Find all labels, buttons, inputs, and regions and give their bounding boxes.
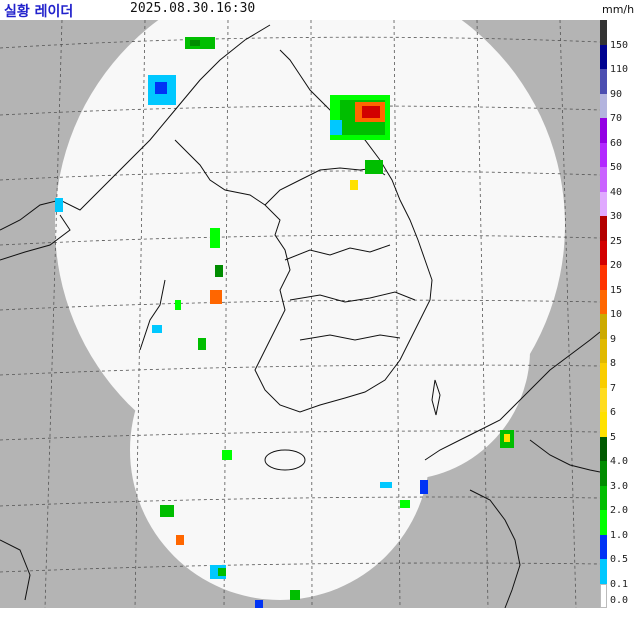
legend-item: 3.0	[600, 461, 635, 492]
legend-color-swatch	[600, 93, 607, 118]
legend-item: 6	[600, 387, 635, 418]
legend-value-label: 0.1	[610, 578, 629, 590]
legend-color-swatch	[600, 363, 607, 388]
legend-value-label: 30	[610, 211, 623, 222]
legend-value-label: 8	[610, 358, 617, 369]
legend-item: 4.0	[600, 436, 635, 467]
precipitation-echoes	[55, 37, 514, 608]
legend-value-label: 50	[610, 162, 623, 173]
legend-item: 30	[600, 191, 635, 222]
legend-item: 150	[600, 20, 635, 51]
legend-color-swatch	[600, 338, 607, 363]
product-title: 실황 레이더	[4, 4, 74, 20]
legend-item: 7	[600, 363, 635, 394]
legend-value-label: 60	[610, 137, 623, 149]
legend-color-swatch	[600, 44, 607, 69]
legend-value-label: 20	[610, 260, 623, 271]
legend-item: 15	[600, 265, 635, 296]
legend-item: 60	[600, 118, 635, 149]
bottom-strip	[0, 608, 635, 620]
legend-color-swatch	[600, 412, 607, 437]
legend-value-label: 4.0	[610, 456, 629, 467]
legend-item: 110	[600, 44, 635, 75]
legend-color-swatch	[600, 314, 607, 339]
legend-value-label: 70	[610, 113, 623, 124]
legend-item: 25	[600, 216, 635, 247]
legend-value-label: 25	[610, 235, 623, 247]
legend-color-swatch	[600, 69, 607, 94]
observation-timestamp: 2025.08.30.16:30	[130, 1, 256, 16]
legend-item: 0.0	[600, 583, 635, 608]
legend-item: 20	[600, 240, 635, 271]
legend-item: 5	[600, 412, 635, 443]
legend-value-label: 7	[610, 382, 617, 394]
legend-item: 70	[600, 93, 635, 124]
legend-item: 1.0	[600, 510, 635, 541]
legend-value-label: 5	[610, 431, 617, 443]
radar-map	[0, 20, 600, 608]
legend-value-label: 0.5	[610, 554, 629, 565]
legend-item: 0.5	[600, 534, 635, 565]
legend-color-swatch	[600, 436, 607, 461]
legend-value-label: 150	[610, 39, 629, 51]
legend-item: 8	[600, 338, 635, 369]
legend-color-swatch	[600, 289, 607, 314]
legend-item: 40	[600, 167, 635, 198]
legend-color-swatch	[600, 485, 607, 510]
legend-item: 10	[600, 289, 635, 320]
legend-color-swatch	[600, 387, 607, 412]
legend-value-label: 90	[610, 88, 623, 100]
legend-color-swatch	[600, 20, 607, 45]
legend-color-swatch	[600, 583, 607, 608]
legend-color-swatch	[600, 167, 607, 192]
legend-color-swatch	[600, 240, 607, 265]
legend-color-swatch	[600, 118, 607, 143]
unit-label: mm/h	[602, 3, 635, 16]
legend-color-swatch	[600, 216, 607, 241]
legend-color-swatch	[600, 559, 607, 584]
rain-rate-legend: 150 110 90 70 60 50 40 30 25 20 15 10 9 8 7 6 5 4.0 3.0 2.0…	[600, 20, 635, 608]
legend-item: 50	[600, 142, 635, 173]
legend-value-label: 2.0	[610, 505, 629, 516]
legend-value-label: 0.0	[610, 595, 629, 606]
legend-value-label: 1.0	[610, 529, 629, 541]
legend-color-swatch	[600, 191, 607, 216]
legend-item: 90	[600, 69, 635, 100]
legend-value-label: 10	[610, 309, 623, 320]
legend-color-swatch	[600, 142, 607, 167]
legend-color-swatch	[600, 510, 607, 535]
legend-value-label: 9	[610, 333, 617, 345]
legend-item: 2.0	[600, 485, 635, 516]
legend-color-swatch	[600, 461, 607, 486]
header: 실황 레이더 2025.08.30.16:30 mm/h	[0, 0, 635, 20]
legend-color-swatch	[600, 534, 607, 559]
lat-lon-grid	[0, 20, 600, 608]
legend-item: 0.1	[600, 559, 635, 590]
legend-value-label: 6	[610, 407, 617, 418]
legend-value-label: 15	[610, 284, 623, 296]
legend-value-label: 3.0	[610, 480, 629, 492]
legend-value-label: 110	[610, 64, 629, 75]
legend-item: 9	[600, 314, 635, 345]
legend-value-label: 40	[610, 186, 623, 198]
legend-color-swatch	[600, 265, 607, 290]
